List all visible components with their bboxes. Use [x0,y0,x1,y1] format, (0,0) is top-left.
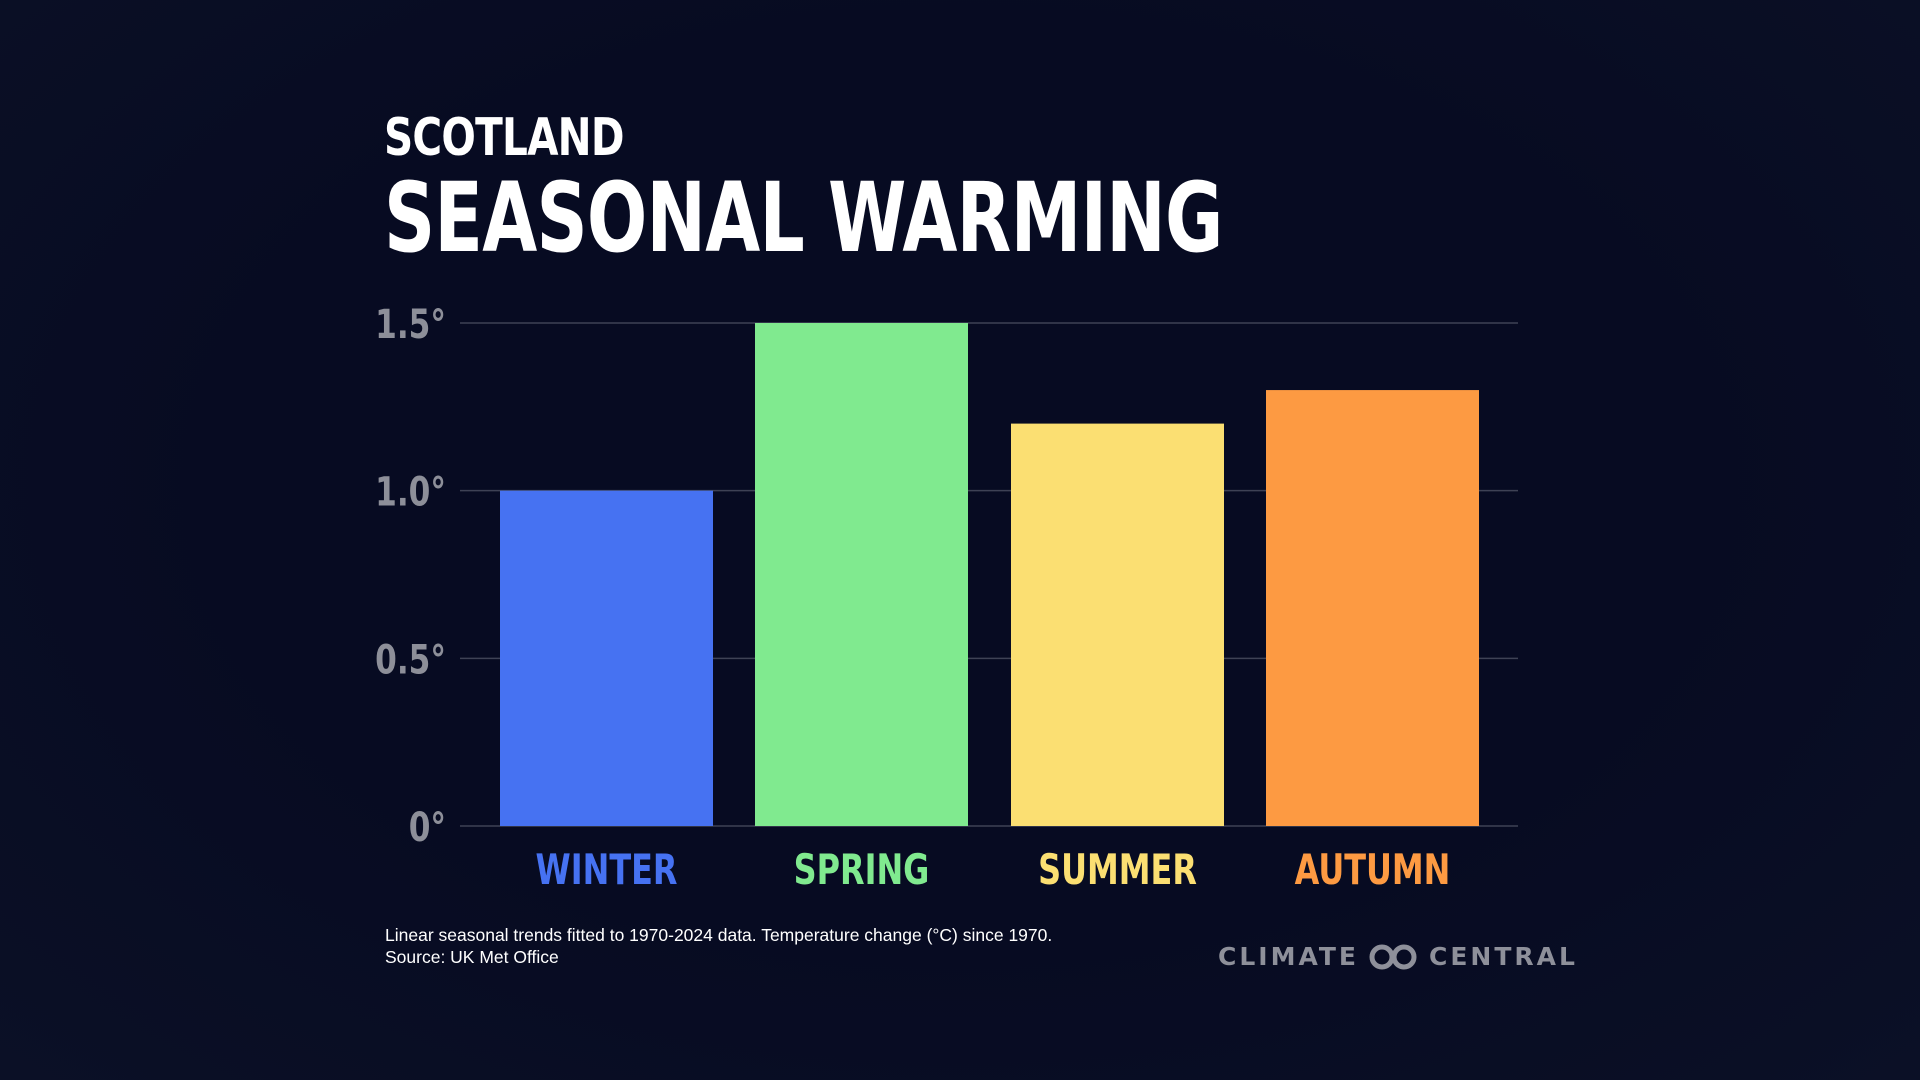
bar-autumn [1266,390,1479,826]
chart-title: SEASONAL WARMING [384,162,1223,274]
footnote-source: Source: UK Met Office [385,947,559,967]
y-tick-label: 0° [409,805,446,851]
brand-right: CENTRAL [1429,942,1578,971]
y-tick-label: 1.0° [375,470,446,516]
brand-left: CLIMATE [1218,942,1359,971]
chart-subtitle: SCOTLAND [384,108,625,168]
climate-central-logo-icon [1369,944,1417,969]
footnote: Linear seasonal trends fitted to 1970-20… [385,924,1052,968]
x-category-label: SPRING [794,845,930,895]
footnote-method: Linear seasonal trends fitted to 1970-20… [385,925,1053,945]
bar-winter [500,490,713,826]
x-category-label: WINTER [536,845,678,895]
y-tick-label: 0.5° [375,638,446,684]
y-tick-label: 1.5° [375,302,446,348]
x-category-label: AUTUMN [1295,845,1451,895]
bar-spring [755,323,968,826]
bar-summer [1011,423,1224,826]
climate-central-logo: CLIMATE CENTRAL [1218,942,1578,971]
x-category-label: SUMMER [1038,845,1197,895]
